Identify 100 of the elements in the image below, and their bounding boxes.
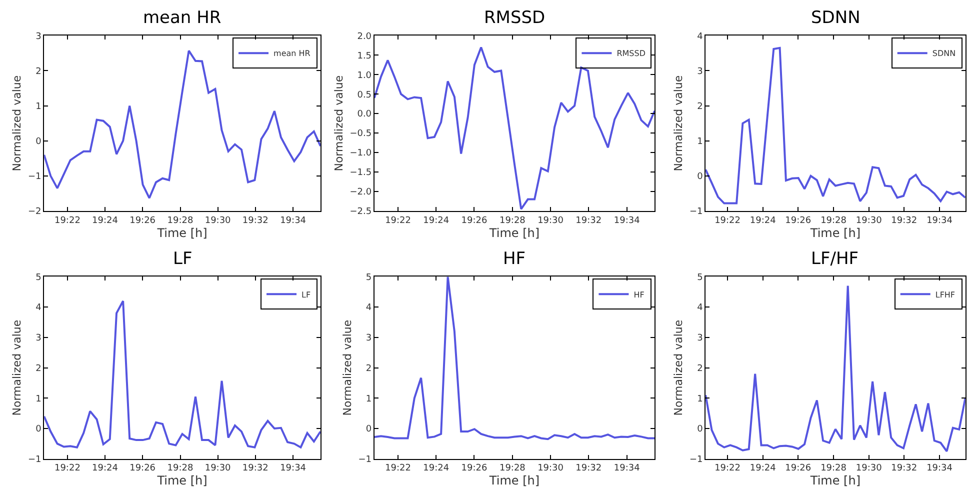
x-axis-title: Time [h] [809, 226, 861, 240]
x-tick-label: 19:30 [856, 464, 882, 474]
x-tick-label: 19:24 [423, 464, 450, 474]
line-series [706, 46, 966, 204]
y-tick-label: −1 [358, 455, 372, 466]
y-tick-label: 0 [697, 424, 704, 435]
y-tick-label: 0 [36, 136, 42, 147]
x-tick-label: 19:24 [750, 464, 776, 474]
x-tick-label: 19:30 [204, 216, 232, 226]
y-tick-label: 4 [697, 32, 704, 42]
y-tick-label: 0 [36, 424, 42, 435]
x-tick-label: 19:32 [891, 216, 918, 226]
line-series [44, 300, 320, 448]
x-tick-label: 19:34 [614, 216, 640, 226]
x-axis-title: Time [h] [809, 474, 861, 488]
chart-title: mean HR [143, 8, 222, 28]
y-tick-label: 0 [697, 172, 704, 182]
x-tick-label: 19:26 [785, 216, 812, 226]
y-tick-label: 3 [36, 334, 42, 344]
y-tick-label: −2.5 [350, 207, 372, 218]
y-tick-label: −0.5 [350, 129, 372, 140]
y-tick-label: 5 [697, 272, 703, 283]
x-tick-label: 19:28 [499, 216, 526, 226]
y-tick-label: 4 [36, 303, 42, 314]
x-tick-label: 19:22 [714, 464, 741, 474]
x-tick-label: 19:28 [820, 464, 847, 474]
line-series [374, 46, 655, 210]
legend-label: SDNN [932, 49, 956, 58]
y-axis-title: Normalized value [10, 320, 24, 416]
x-tick-label: 19:34 [280, 216, 306, 226]
x-tick-label: 19:28 [820, 216, 847, 226]
y-tick-label: 2 [697, 364, 703, 374]
y-tick-label: 5 [36, 272, 42, 283]
x-axis-title: Time [h] [156, 474, 208, 488]
chart-title: LF/HF [811, 249, 859, 269]
x-tick-label: 19:30 [538, 464, 564, 474]
y-axis-title: Normalized value [672, 320, 686, 416]
y-tick-label: 2 [36, 66, 42, 77]
y-tick-label: 0.0 [357, 110, 372, 120]
x-tick-label: 19:34 [926, 464, 953, 474]
x-tick-label: 19:34 [280, 464, 306, 474]
x-tick-label: 19:24 [750, 216, 776, 226]
y-tick-label: 1 [697, 136, 703, 147]
y-axis-title: Normalized value [10, 75, 24, 172]
chart-title: SDNN [811, 8, 860, 28]
x-tick-label: 19:26 [785, 464, 812, 474]
x-tick-label: 19:32 [242, 464, 268, 474]
y-axis-title: Normalized value [332, 75, 346, 172]
x-axis-title: Time [h] [488, 226, 540, 240]
y-tick-label: 0 [366, 424, 372, 435]
line-series [374, 276, 655, 440]
chart-title: RMSSD [484, 8, 546, 28]
x-tick-label: 19:30 [856, 216, 882, 226]
y-tick-label: 1.0 [357, 70, 372, 81]
y-tick-label: 1 [366, 394, 372, 404]
x-tick-label: 19:24 [92, 464, 118, 474]
y-tick-label: 3 [697, 334, 703, 344]
legend-label: LFHF [935, 290, 956, 300]
x-tick-label: 19:28 [167, 216, 194, 226]
y-tick-label: 1 [697, 394, 703, 404]
y-tick-label: −1 [690, 207, 703, 218]
y-tick-label: −1 [28, 172, 42, 182]
x-tick-label: 19:22 [714, 216, 741, 226]
x-axis-title: Time [h] [156, 226, 208, 240]
y-tick-label: 0.5 [357, 90, 372, 100]
chart-title: HF [503, 249, 526, 269]
y-tick-label: −2.0 [350, 188, 372, 198]
y-tick-label: 5 [366, 272, 372, 283]
line-series [706, 284, 966, 452]
y-tick-label: −2 [28, 207, 42, 218]
x-tick-label: 19:22 [54, 216, 80, 226]
x-tick-label: 19:26 [130, 216, 156, 226]
x-tick-label: 19:22 [385, 216, 412, 226]
x-tick-label: 19:34 [614, 464, 640, 474]
y-tick-label: 1 [36, 102, 42, 112]
x-tick-label: 19:24 [92, 216, 118, 226]
y-tick-label: 1 [36, 394, 42, 404]
x-tick-label: 19:30 [538, 216, 564, 226]
y-axis-title: Normalized value [340, 320, 354, 416]
x-tick-label: 19:32 [891, 464, 918, 474]
chart-title: LF [173, 249, 192, 269]
x-tick-label: 19:34 [926, 216, 953, 226]
x-tick-label: 19:32 [576, 464, 602, 474]
y-tick-label: 4 [366, 303, 372, 314]
legend-label: RMSSD [616, 49, 646, 58]
x-tick-label: 19:30 [204, 464, 232, 474]
x-tick-label: 19:28 [167, 464, 194, 474]
y-tick-label: −1 [690, 455, 703, 466]
y-axis-title: Normalized value [672, 75, 686, 172]
x-tick-label: 19:26 [130, 464, 156, 474]
legend-label: LF [302, 290, 311, 300]
y-tick-label: −1.5 [350, 168, 372, 178]
y-tick-label: 3 [36, 32, 42, 42]
x-tick-label: 19:22 [54, 464, 80, 474]
y-tick-label: 3 [366, 334, 372, 344]
y-tick-label: 1.5 [357, 51, 372, 62]
y-tick-label: 3 [697, 66, 703, 77]
x-axis-title: Time [h] [488, 474, 540, 488]
x-tick-label: 19:22 [385, 464, 412, 474]
x-tick-label: 19:28 [499, 464, 526, 474]
